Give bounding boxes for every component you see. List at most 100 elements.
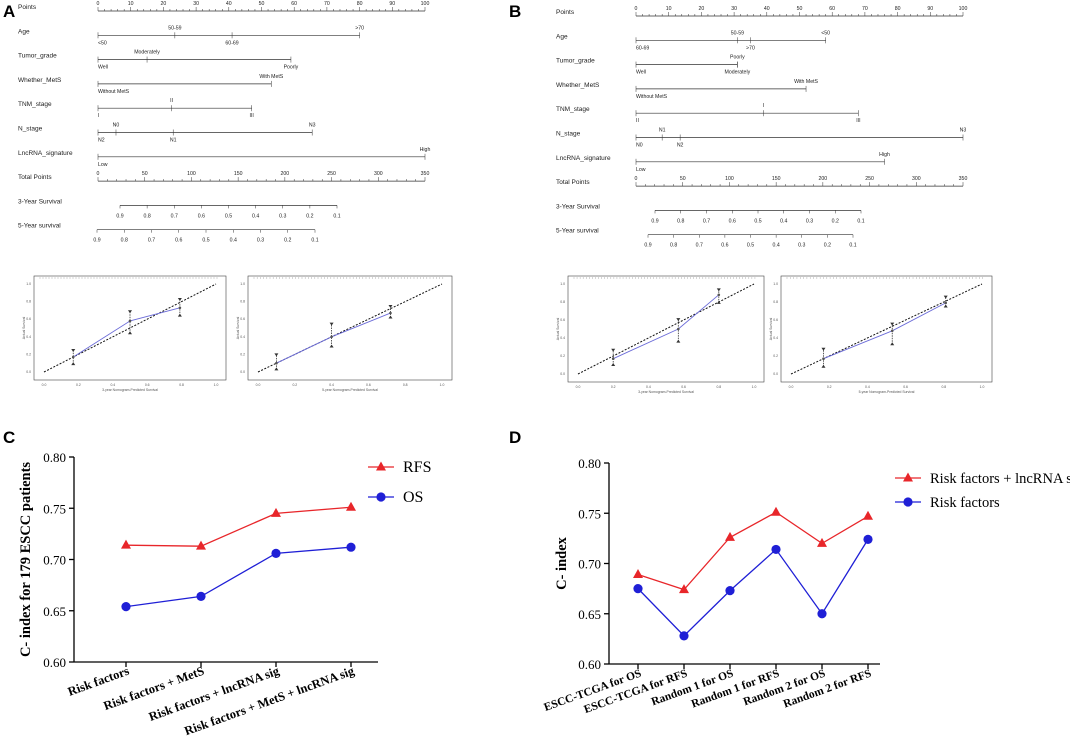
- series-risk-factors-lncrna-sig: Risk factors + lncRNA sig: [633, 471, 1070, 594]
- nomogram-tick-label: 0: [635, 6, 638, 12]
- calibration-error-cap: [177, 297, 182, 301]
- nomogram-row-lncrna-signature: LncRNA_signature Low High: [18, 147, 430, 168]
- calibration-plot-B-right: 0.0 0.0 0.2 0.2 0.4 0.4 0.6 0.6 0.8 0.8 1.0 1.0 5-ye…: [769, 275, 993, 394]
- y-tick-label: 0.65: [578, 607, 601, 622]
- calibration-point: [944, 301, 948, 305]
- calibration-error-cap: [128, 310, 132, 314]
- nomogram-tick-label: 10: [128, 1, 134, 7]
- nomogram-level-label: I: [98, 113, 99, 119]
- nomogram-level-label: >70: [746, 45, 755, 51]
- nomogram-level-label: Well: [636, 70, 646, 76]
- calibration-y-tick: 1.0: [240, 282, 245, 286]
- legend-circle-marker: [376, 492, 386, 502]
- nomogram-variable-label: Points: [556, 9, 575, 16]
- calibration-point: [677, 327, 680, 331]
- triangle-marker: [863, 510, 873, 520]
- nomogram-tick-label: 0.3: [806, 218, 813, 224]
- nomogram-tick-label: 0.6: [175, 238, 182, 244]
- nomogram-level-label: II: [636, 118, 639, 124]
- calibration-y-tick: 0.8: [773, 300, 778, 304]
- nomogram-variable-label: TNM_stage: [18, 101, 52, 108]
- y-tick-label: 0.75: [578, 506, 601, 521]
- nomogram-tick-label: 0.8: [144, 213, 151, 219]
- ideal-diagonal-line: [790, 283, 983, 375]
- nomogram-tick-label: 150: [772, 176, 781, 182]
- nomogram-level-label: N1: [659, 128, 666, 134]
- calibration-x-label: 3-year Nomogram-Predicted Survival: [102, 388, 158, 392]
- calibration-frame: [567, 275, 765, 383]
- nomogram-row-points: Points 0 10 20 30 40 50 60 70 80 90 100: [556, 6, 967, 17]
- y-tick-label: 0.70: [43, 553, 66, 568]
- nomogram-variable-label: 3-Year Survival: [556, 203, 600, 210]
- calibration-y-tick: 0.6: [773, 318, 778, 322]
- nomogram-variable-label: Age: [18, 28, 30, 35]
- nomogram-tick-label: 50: [680, 176, 686, 182]
- nomogram-tick-label: 0.9: [644, 243, 651, 249]
- nomogram-tick-label: 0.5: [202, 238, 209, 244]
- calibration-error-cap: [388, 315, 393, 319]
- legend-triangle-marker: [903, 472, 913, 482]
- calibration-point: [890, 329, 894, 333]
- calibration-error-cap: [611, 348, 616, 352]
- series-rfs: RFS: [121, 459, 431, 550]
- nomogram-panel-A: Points 0 10 20 30 40 50 60 70 80 90 100 Age <50 50-59 6…: [18, 1, 430, 244]
- calibration-error-cap: [676, 318, 681, 322]
- legend-label: Risk factors: [930, 495, 1000, 511]
- y-tick-label: 0.60: [43, 655, 66, 670]
- nomogram-tick-label: 90: [389, 1, 395, 7]
- calibration-curve: [276, 312, 391, 364]
- y-tick-label: 0.70: [578, 557, 601, 572]
- calibration-y-tick: 0.8: [26, 300, 31, 304]
- calibration-y-tick: 0.2: [26, 352, 31, 356]
- nomogram-level-label: Well: [98, 65, 108, 71]
- calibration-y-tick: 0.4: [240, 335, 245, 339]
- nomogram-tick-label: 0.6: [198, 213, 205, 219]
- nomogram-tick-label: 0.4: [230, 238, 237, 244]
- nomogram-level-label: II: [170, 98, 173, 104]
- series-risk-factors: Risk factors: [633, 495, 1000, 641]
- nomogram-tick-label: 40: [764, 6, 770, 12]
- calibration-x-tick: 0.2: [827, 385, 832, 389]
- calibration-error-cap: [890, 322, 895, 326]
- nomogram-level-label: 60-69: [636, 45, 649, 51]
- calibration-y-tick: 0.0: [773, 372, 778, 376]
- nomogram-variable-label: Total Points: [556, 179, 590, 186]
- nomogram-tick-label: 0.6: [721, 243, 728, 249]
- calibration-x-label: 5-year Nomogram-Predicted Survival: [322, 388, 378, 392]
- calibration-y-tick: 0.2: [240, 352, 245, 356]
- triangle-marker: [771, 506, 781, 516]
- calibration-y-tick: 1.0: [773, 282, 778, 286]
- nomogram-tick-label: 0.7: [696, 243, 703, 249]
- legend-circle-marker: [903, 497, 913, 507]
- nomogram-tick-label: 300: [374, 171, 383, 177]
- nomogram-row-n-stage: N_stage N2 N0 N1 N3: [18, 123, 316, 144]
- calibration-y-tick: 0.6: [560, 318, 565, 322]
- nomogram-variable-label: Tumor_grade: [556, 58, 595, 65]
- calibration-x-tick: 1.0: [980, 385, 985, 389]
- nomogram-variable-label: Whether_MetS: [18, 77, 62, 84]
- nomogram-tick-label: 0.1: [311, 238, 318, 244]
- calibration-curve: [613, 294, 720, 360]
- y-tick-label: 0.80: [43, 450, 66, 465]
- circle-marker: [633, 584, 643, 594]
- calibration-error-cap: [943, 295, 948, 299]
- nomogram-row-3-year-survival: 3-Year Survival 0.9 0.8 0.7 0.6 0.5 0.4 0.3 0.2 0…: [18, 198, 341, 219]
- calibration-point: [71, 355, 75, 359]
- calibration-x-tick: 0.4: [329, 383, 334, 387]
- panel-letter-D: D: [509, 428, 521, 447]
- calibration-x-tick: 0.4: [865, 385, 870, 389]
- calibration-y-label: Actual Survival: [769, 318, 773, 341]
- nomogram-tick-label: 0.2: [306, 213, 313, 219]
- nomogram-tick-label: 0.1: [849, 243, 856, 249]
- calibration-y-tick: 0.8: [240, 300, 245, 304]
- nomogram-row-total-points: Total Points 0 50 100 150 200 250 300 350: [18, 171, 429, 182]
- calibration-point: [330, 335, 333, 339]
- nomogram-variable-label: TNM_stage: [556, 106, 590, 113]
- nomogram-row-points: Points 0 10 20 30 40 50 60 70 80 90 100: [18, 1, 429, 12]
- nomogram-tick-label: 40: [226, 1, 232, 7]
- nomogram-row-age: Age 60-69 50-59 >70 <50: [556, 30, 830, 51]
- circle-marker: [271, 548, 281, 558]
- calibration-error-cap: [611, 363, 616, 366]
